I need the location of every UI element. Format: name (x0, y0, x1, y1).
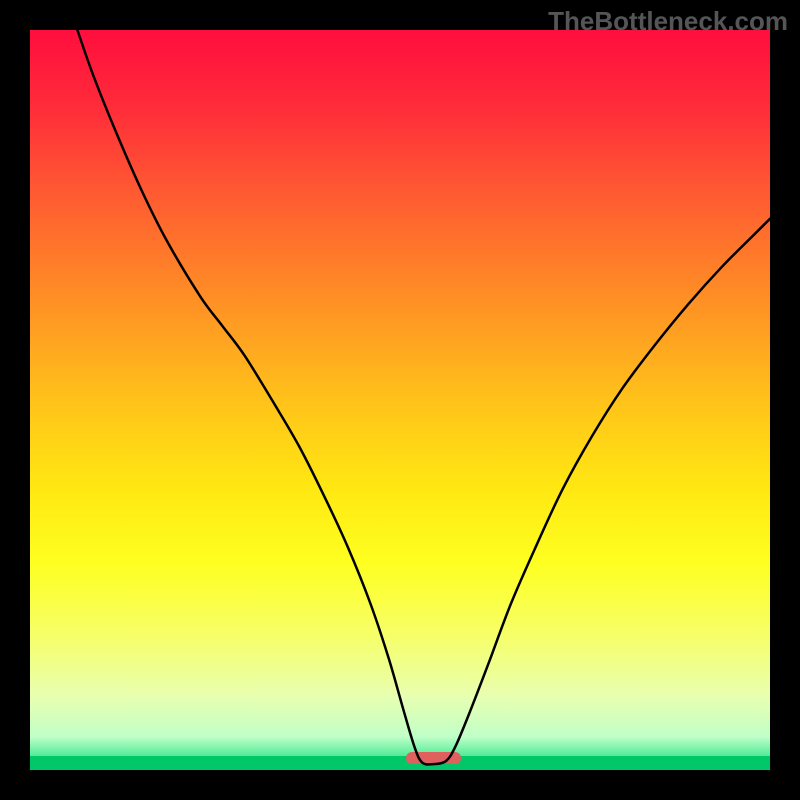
watermark-label: TheBottleneck.com (548, 6, 788, 37)
chart-container: TheBottleneck.com (0, 0, 800, 800)
marker-bar (406, 752, 462, 764)
optimal-zone-bar (30, 756, 770, 770)
plot-area (30, 30, 770, 770)
